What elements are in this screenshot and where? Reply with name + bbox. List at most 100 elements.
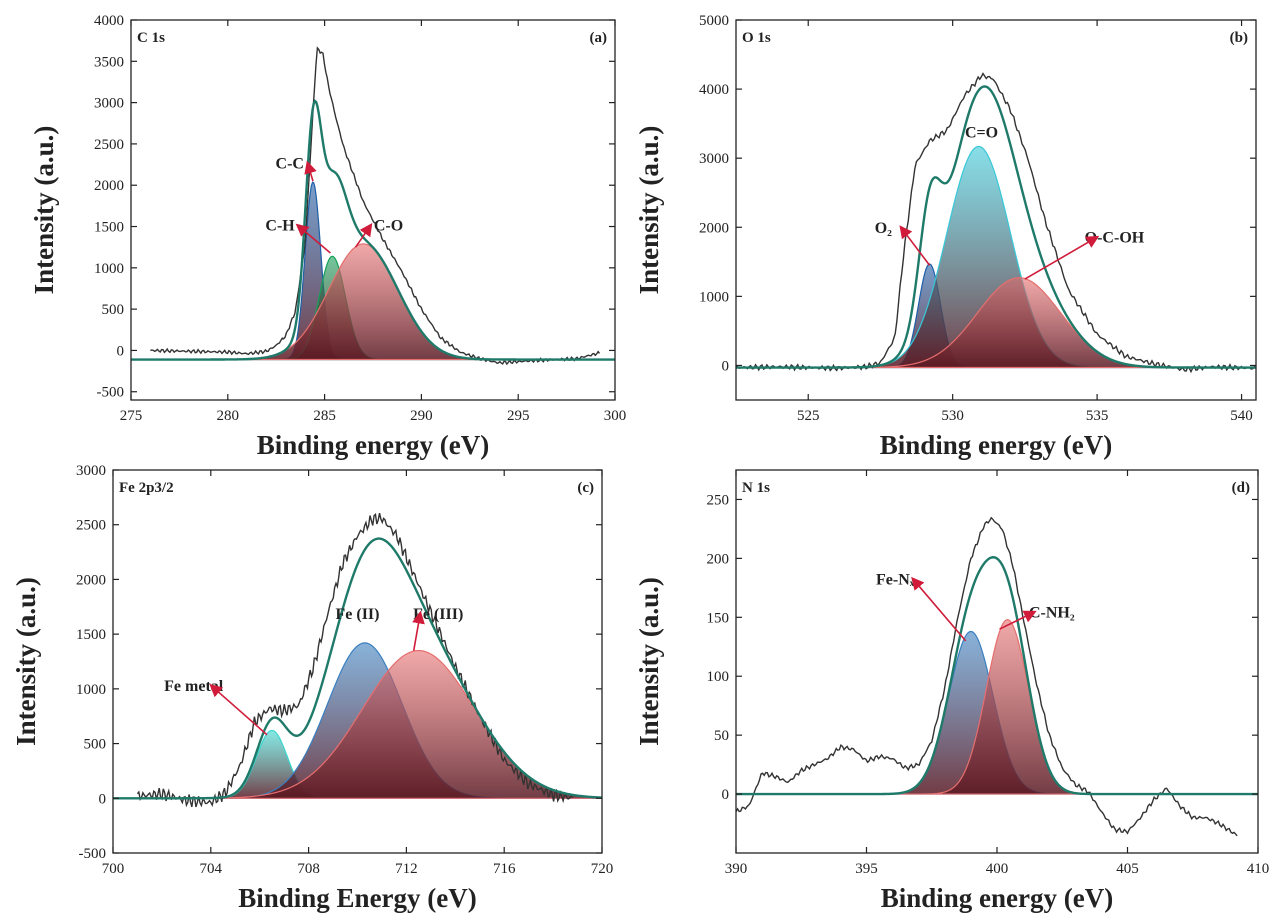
y-tick-label: 0 bbox=[722, 787, 730, 803]
label-arrow bbox=[304, 160, 317, 182]
plot-area bbox=[736, 516, 1258, 837]
y-axis-title: Intensity (a.u.) bbox=[29, 126, 59, 295]
y-tick-label: 2000 bbox=[94, 178, 124, 194]
element-label: C 1s bbox=[137, 30, 165, 46]
x-tick-label: 708 bbox=[297, 861, 320, 877]
panel-tag: (d) bbox=[1232, 480, 1250, 496]
peak-label-c-o: C=O bbox=[965, 124, 998, 141]
y-tick-label: 1500 bbox=[76, 627, 106, 643]
y-tick-label: 1500 bbox=[94, 220, 124, 236]
element-label: O 1s bbox=[742, 30, 771, 46]
x-tick-label: 712 bbox=[395, 861, 418, 877]
fitted-envelope bbox=[113, 537, 602, 800]
x-tick-label: 280 bbox=[217, 408, 240, 424]
y-tick-label: 1000 bbox=[699, 289, 729, 305]
y-tick-label: 1000 bbox=[94, 261, 124, 277]
x-tick-label: 700 bbox=[102, 861, 125, 877]
peak-o-c-oh bbox=[736, 277, 1256, 369]
y-tick-label: -500 bbox=[79, 846, 107, 862]
y-tick-label: 0 bbox=[117, 343, 125, 359]
panel-d: 390 395 400 405 410 0 50 100 150 200 250 Binding en… bbox=[634, 469, 1270, 913]
peak-c-o bbox=[131, 243, 615, 361]
axes-frame bbox=[112, 469, 603, 854]
peak-label-c-c: C-C bbox=[276, 156, 304, 173]
fitted-envelope bbox=[131, 99, 615, 361]
y-tick-label: 5000 bbox=[699, 13, 729, 29]
x-tick-label: 704 bbox=[200, 861, 223, 877]
y-tick-label: 4000 bbox=[94, 13, 124, 29]
y-axis-title: Intensity (a.u.) bbox=[634, 577, 664, 746]
label-arrow bbox=[1024, 235, 1100, 280]
peak-label-o-c-oh: O-C-OH bbox=[1085, 229, 1145, 246]
y-tick-label: 100 bbox=[707, 669, 730, 685]
y-tick-label: 50 bbox=[714, 728, 729, 744]
measured-spectrum bbox=[150, 46, 601, 366]
x-axis-title: Binding energy (eV) bbox=[881, 883, 1114, 913]
x-axis-title: Binding energy (eV) bbox=[257, 430, 490, 460]
label-arrow bbox=[911, 576, 967, 642]
x-tick-label: 530 bbox=[941, 408, 964, 424]
x-tick-label: 390 bbox=[725, 861, 748, 877]
panel-b: 525 530 535 540 0 1000 2000 3000 4000 5000 Binding… bbox=[634, 13, 1257, 460]
panel-c: 700 704 708 712 716 720 -500 0 500 1000 1500 2000 25… bbox=[11, 463, 613, 913]
axes-frame bbox=[735, 19, 1257, 401]
y-tick-label: 4000 bbox=[699, 82, 729, 98]
x-tick-label: 395 bbox=[855, 861, 878, 877]
x-tick-label: 400 bbox=[986, 861, 1009, 877]
y-tick-label: 3000 bbox=[76, 463, 106, 479]
peak-label-fe-iii: Fe (III) bbox=[413, 606, 463, 623]
peak-label-c-nh: C-NH₂ bbox=[1029, 604, 1075, 621]
label-arrow bbox=[999, 610, 1037, 630]
axes-frame bbox=[130, 19, 616, 401]
peak-label-c-o: C-O bbox=[374, 218, 403, 235]
panel-a: 275 280 285 290 295 300 -500 0 500 1000 1500 2000 25… bbox=[29, 13, 626, 460]
x-tick-label: 275 bbox=[120, 408, 143, 424]
y-tick-label: 500 bbox=[102, 302, 125, 318]
measured-spectrum bbox=[736, 516, 1238, 837]
plot-area bbox=[736, 72, 1256, 374]
y-tick-label: 500 bbox=[84, 737, 107, 753]
plot-area bbox=[113, 512, 602, 808]
y-tick-label: 3500 bbox=[94, 54, 124, 70]
label-arrow bbox=[412, 610, 425, 651]
element-label: N 1s bbox=[742, 480, 770, 496]
element-label: Fe 2p3/2 bbox=[119, 480, 174, 496]
x-tick-label: 535 bbox=[1086, 408, 1109, 424]
x-tick-label: 720 bbox=[591, 861, 614, 877]
y-tick-label: 1000 bbox=[76, 682, 106, 698]
fitted-envelope bbox=[736, 556, 1258, 796]
peak-label-c-h: C-H bbox=[265, 218, 295, 235]
label-arrow bbox=[295, 223, 331, 254]
measured-spectrum bbox=[136, 512, 574, 808]
panel-tag: (b) bbox=[1230, 30, 1248, 46]
x-tick-label: 290 bbox=[410, 408, 433, 424]
y-tick-label: 2500 bbox=[94, 137, 124, 153]
panel-tag: (a) bbox=[590, 30, 608, 46]
x-tick-label: 525 bbox=[797, 408, 820, 424]
y-tick-label: 200 bbox=[707, 551, 730, 567]
x-axis-title: Binding energy (eV) bbox=[880, 430, 1113, 460]
y-tick-label: 0 bbox=[99, 791, 107, 807]
peak-label-fe-n: Fe-Nₓ bbox=[876, 571, 915, 588]
peak-label-o: O₂ bbox=[875, 220, 892, 237]
y-tick-label: 2000 bbox=[76, 572, 106, 588]
x-tick-label: 405 bbox=[1116, 861, 1139, 877]
x-tick-label: 300 bbox=[604, 408, 627, 424]
label-arrow bbox=[354, 223, 373, 248]
y-tick-label: 150 bbox=[707, 610, 730, 626]
x-tick-label: 540 bbox=[1230, 408, 1253, 424]
panel-tag: (c) bbox=[577, 480, 594, 496]
plot-area bbox=[131, 46, 615, 366]
y-tick-label: 3000 bbox=[94, 96, 124, 112]
x-axis-title: Binding Energy (eV) bbox=[238, 883, 477, 913]
peak-label-fe-ii: Fe (II) bbox=[336, 606, 380, 623]
y-tick-label: 0 bbox=[722, 358, 730, 374]
fitted-envelope bbox=[736, 85, 1256, 369]
y-tick-label: 2500 bbox=[76, 518, 106, 534]
peak-label-fe-metal: Fe metal bbox=[164, 678, 224, 695]
y-tick-label: 3000 bbox=[699, 151, 729, 167]
label-arrow bbox=[209, 683, 268, 736]
y-axis-title: Intensity (a.u.) bbox=[634, 126, 664, 295]
x-tick-label: 410 bbox=[1247, 861, 1270, 877]
